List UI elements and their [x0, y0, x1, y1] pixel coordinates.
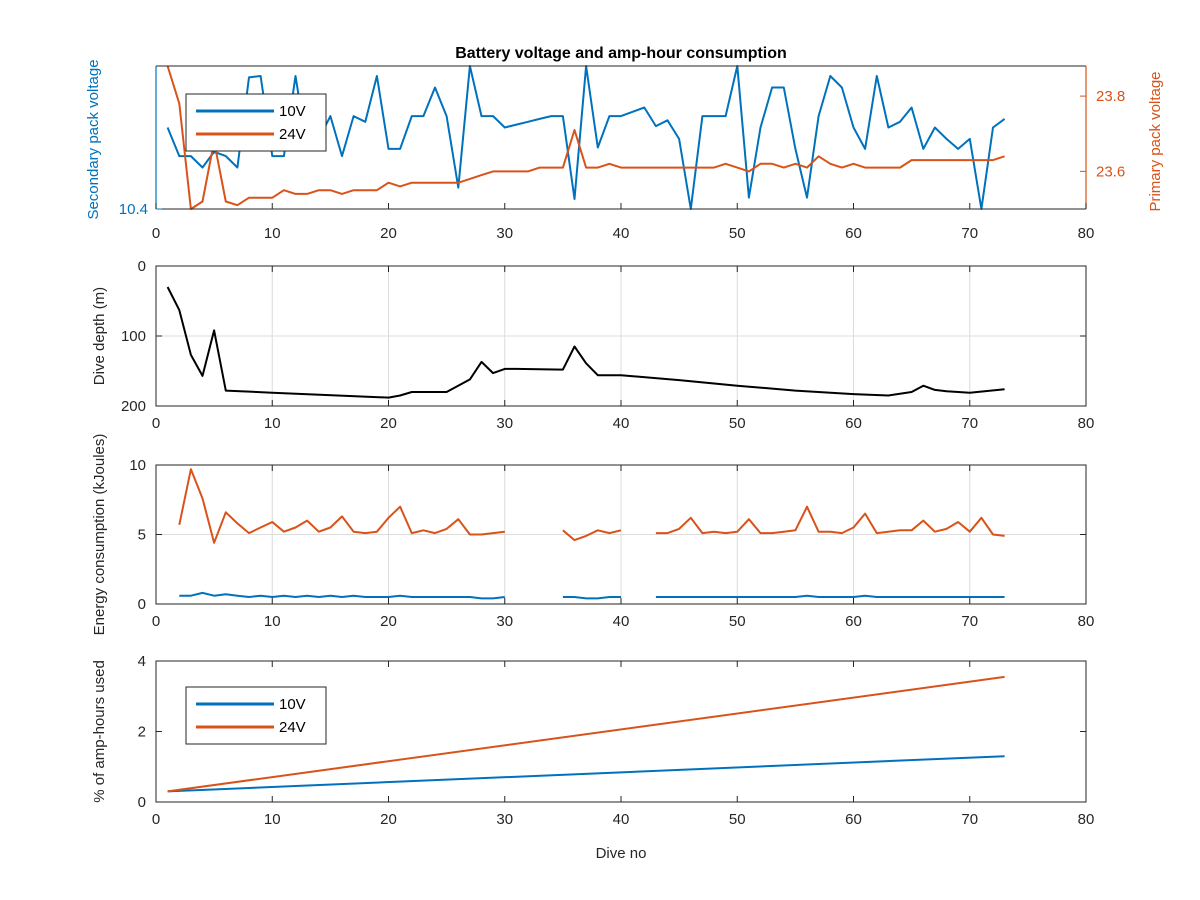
x-axis-label: Dive no — [596, 845, 647, 862]
x-tick-label: 80 — [1078, 225, 1095, 242]
y-right-tick-label: 23.6 — [1096, 163, 1125, 180]
x-tick-label: 60 — [845, 811, 862, 828]
y-tick-label: 0 — [138, 258, 146, 275]
legend-label: 24V — [279, 719, 306, 736]
y-tick-label: 5 — [138, 527, 146, 544]
x-tick-label: 40 — [613, 415, 630, 432]
series-line-10V — [179, 591, 1005, 600]
y-tick-label: 200 — [121, 398, 146, 415]
x-tick-label: 80 — [1078, 613, 1095, 630]
x-tick-label: 0 — [152, 811, 160, 828]
series-line-depth — [166, 286, 1005, 399]
series-line-24V — [166, 65, 1005, 210]
x-tick-label: 60 — [845, 225, 862, 242]
series-line-24V — [178, 468, 1005, 544]
x-tick-label: 50 — [729, 811, 746, 828]
x-tick-label: 10 — [264, 225, 281, 242]
x-tick-label: 40 — [613, 225, 630, 242]
x-tick-label: 50 — [729, 613, 746, 630]
y-axis-label: Dive depth (m) — [91, 287, 108, 385]
series-line-24V — [167, 675, 1005, 793]
x-tick-label: 0 — [152, 415, 160, 432]
panel-2: 0 10 20 30 40 50 60 70 80 0 5 10 Energy consumption … — [91, 434, 1094, 636]
y-tick-label: 100 — [121, 328, 146, 345]
y-axis-label: Energy consumption (kJoules) — [91, 434, 108, 636]
y-tick-label: 4 — [138, 653, 146, 670]
x-tick-label: 30 — [496, 225, 513, 242]
x-tick-label: 80 — [1078, 415, 1095, 432]
x-tick-label: 0 — [152, 225, 160, 242]
legend-label: 10V — [279, 103, 306, 120]
x-tick-label: 0 — [152, 613, 160, 630]
x-tick-label: 60 — [845, 415, 862, 432]
x-tick-label: 40 — [613, 811, 630, 828]
panel-1: 0 10 20 30 40 50 60 70 80 0 100 200 Dive depth (m) — [91, 258, 1094, 432]
y-tick-label: 10 — [129, 457, 146, 474]
x-tick-label: 30 — [496, 415, 513, 432]
y-left-label: Secondary pack voltage — [85, 59, 102, 219]
y-axis-label: % of amp-hours used — [91, 660, 108, 803]
x-tick-label: 80 — [1078, 811, 1095, 828]
y-tick-label: 2 — [138, 724, 146, 741]
y-right-label: Primary pack voltage — [1147, 71, 1164, 211]
panel-3: 0 10 20 30 40 50 60 70 80 0 2 4 % of amp-hours used D… — [91, 653, 1094, 862]
y-left-tick-label: 10.4 — [119, 201, 148, 218]
legend-label: 24V — [279, 126, 306, 143]
x-tick-label: 70 — [961, 613, 978, 630]
x-tick-label: 10 — [264, 415, 281, 432]
x-tick-label: 30 — [496, 613, 513, 630]
x-tick-label: 10 — [264, 613, 281, 630]
y-right-tick-label: 23.8 — [1096, 88, 1125, 105]
x-tick-label: 50 — [729, 225, 746, 242]
x-tick-label: 70 — [961, 811, 978, 828]
x-tick-label: 20 — [380, 811, 397, 828]
legend-box — [185, 93, 327, 152]
x-tick-label: 40 — [613, 613, 630, 630]
legend-label: 10V — [279, 696, 306, 713]
x-tick-label: 30 — [496, 811, 513, 828]
x-tick-label: 60 — [845, 613, 862, 630]
legend-box — [185, 686, 327, 745]
x-tick-label: 20 — [380, 415, 397, 432]
x-tick-label: 50 — [729, 415, 746, 432]
y-tick-label: 0 — [138, 596, 146, 613]
x-tick-label: 10 — [264, 811, 281, 828]
chart-title: Battery voltage and amp-hour consumption — [455, 45, 787, 62]
x-tick-label: 70 — [961, 415, 978, 432]
y-tick-label: 0 — [138, 794, 146, 811]
x-tick-label: 20 — [380, 613, 397, 630]
x-tick-label: 70 — [961, 225, 978, 242]
x-tick-label: 20 — [380, 225, 397, 242]
series-line-10V — [167, 755, 1005, 793]
panel-battery-voltage: 0 10 20 30 40 50 60 70 80 10.4 23.6 23.8 Battery vol… — [85, 45, 1164, 242]
